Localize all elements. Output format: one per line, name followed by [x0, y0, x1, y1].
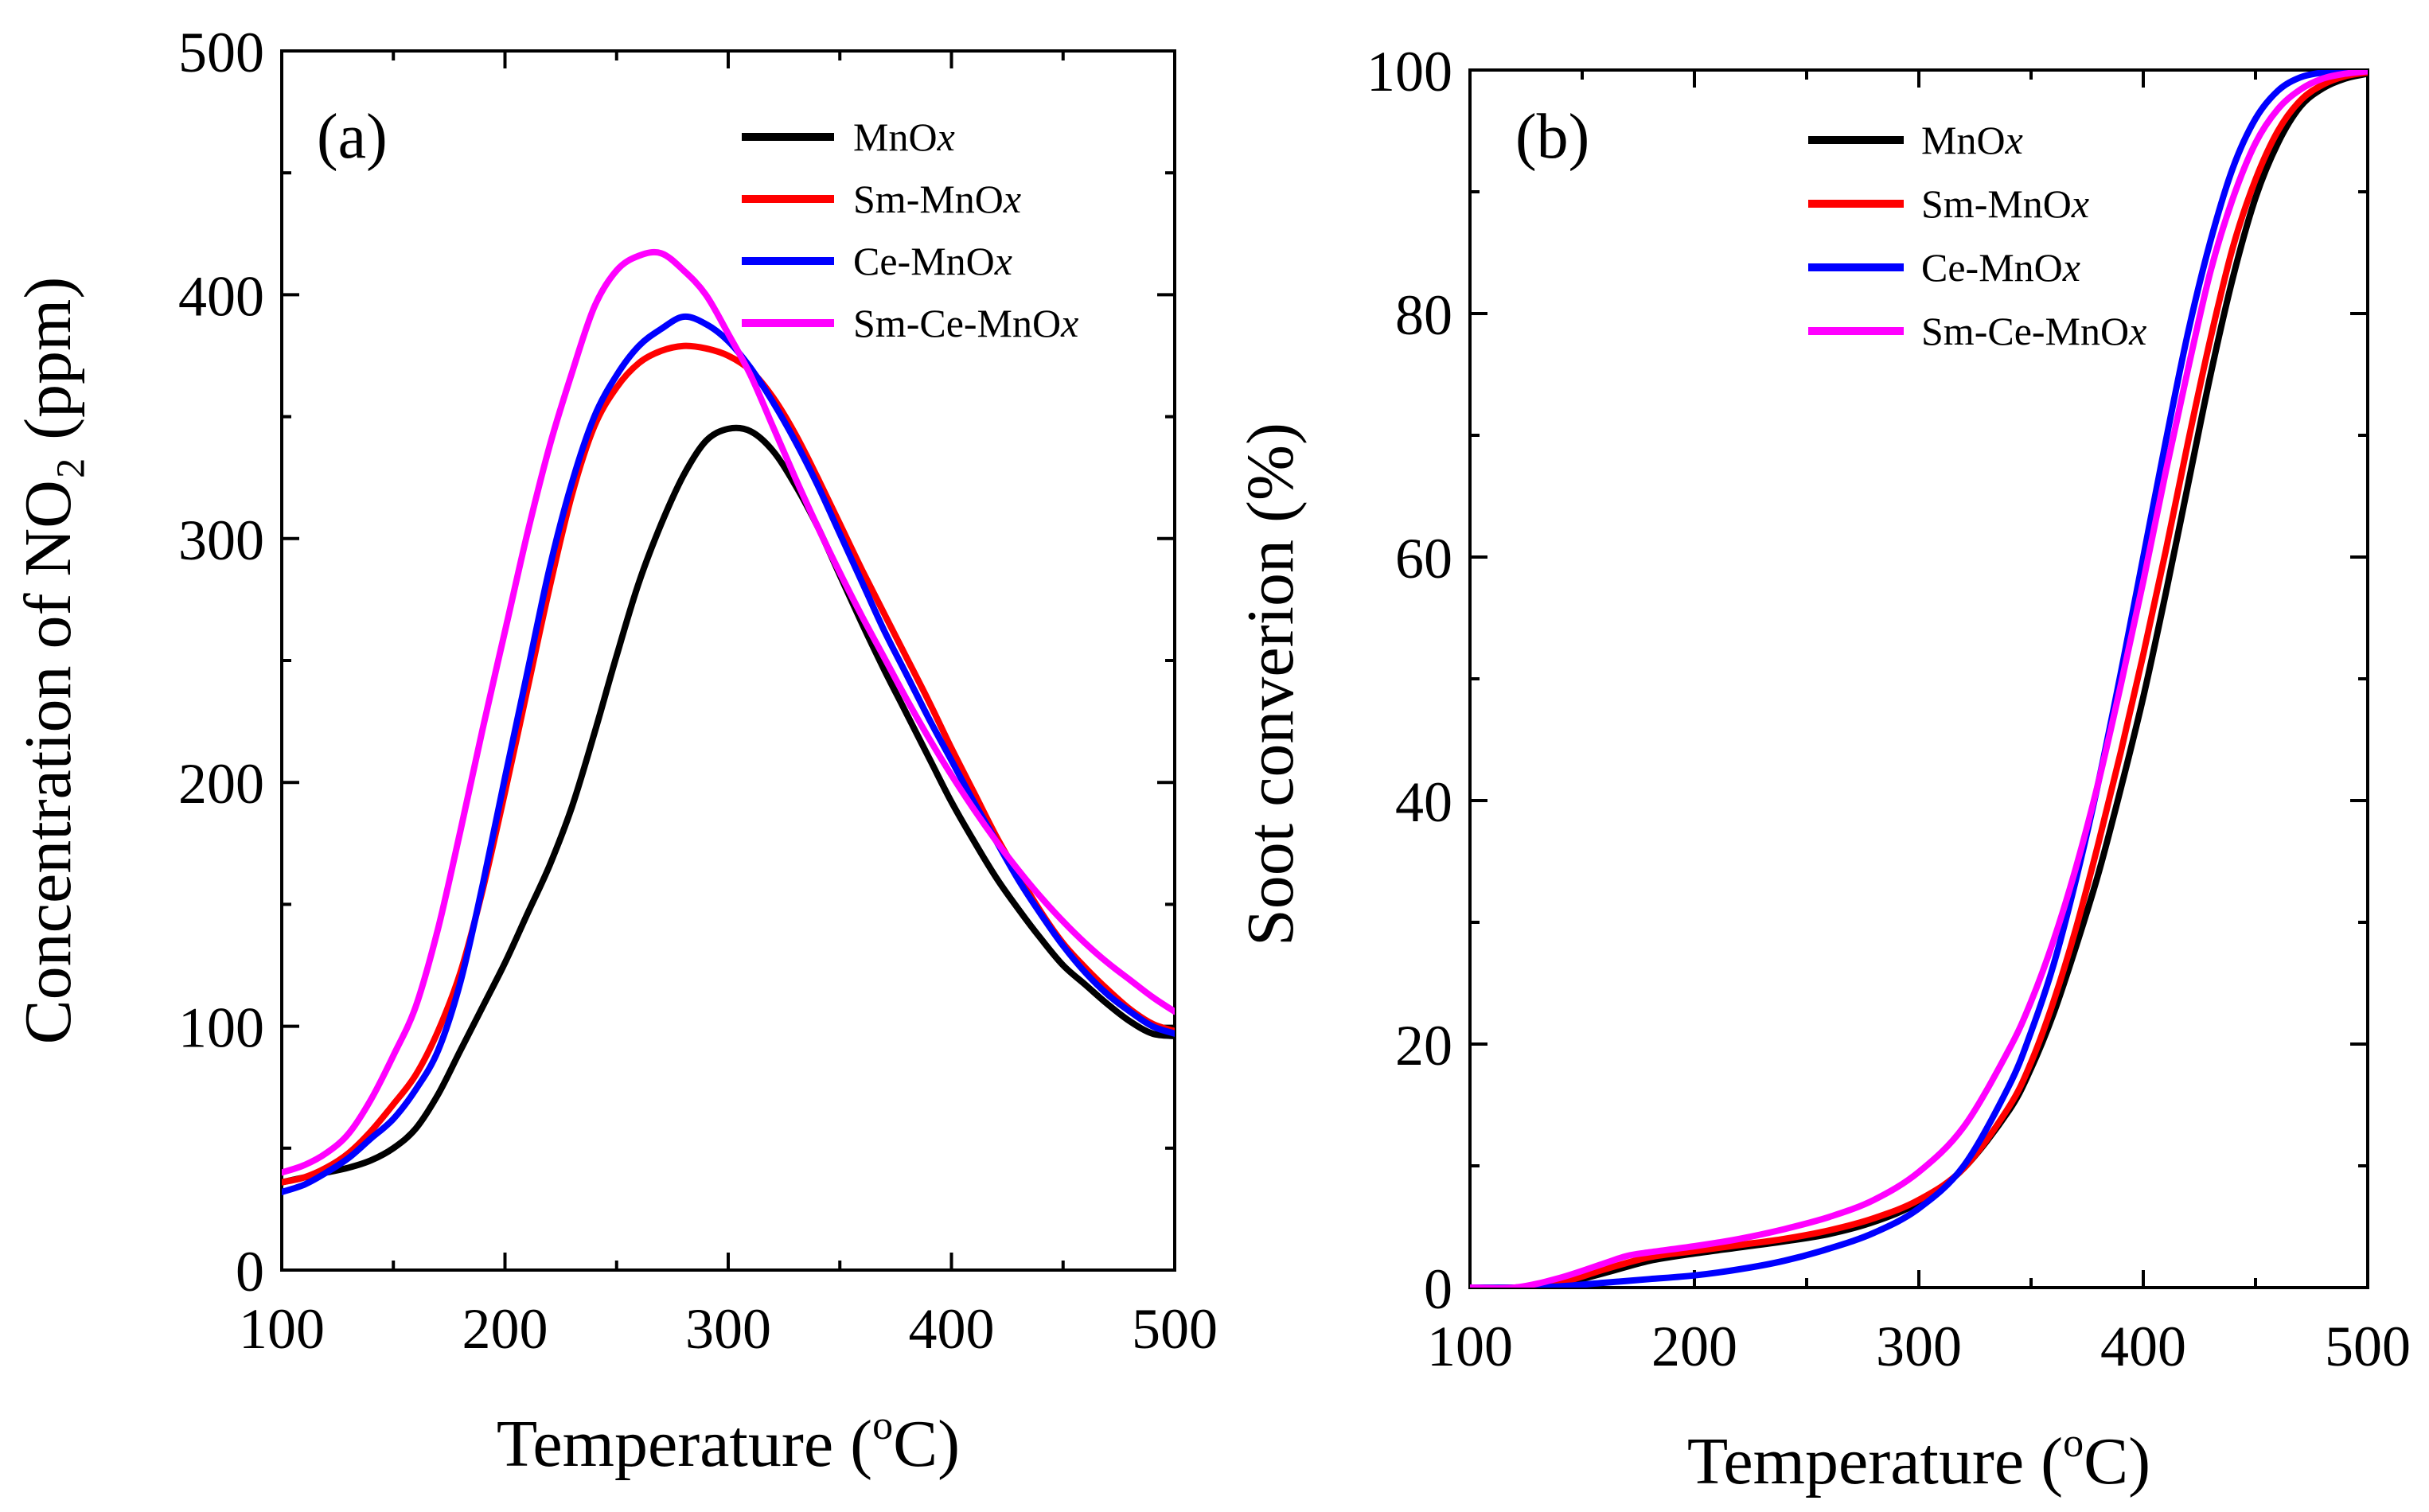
chart-panel-a: 100 200 300 400 5000100200300400500Temperatu… [11, 21, 1218, 1481]
x-tick-label: 400 [2100, 1315, 2186, 1378]
x-tick-label: 400 [909, 1297, 995, 1361]
x-axis-title-main: Temperature ( [497, 1407, 872, 1481]
y-tick-label: 20 [1395, 1014, 1452, 1077]
x-axis-title-superscript: o [872, 1403, 893, 1448]
legend-label-italic: x [1060, 301, 1078, 345]
x-tick-label: 200 [1651, 1315, 1737, 1378]
legend-label: Sm-Ce-MnOx [853, 301, 1078, 345]
legend-label-italic: x [994, 239, 1012, 283]
legend-label-italic: x [2071, 181, 2089, 226]
legend-label-main: Ce-MnO [853, 239, 995, 283]
legend-label-italic: x [2128, 309, 2146, 353]
y-tick-label: 40 [1395, 770, 1452, 834]
series-line-sm-ce-mnox [282, 248, 1175, 1176]
x-axis-title-end: C) [893, 1407, 960, 1481]
y-tick-label: 500 [178, 21, 264, 84]
legend-label: MnOx [853, 115, 955, 159]
y-tick-label: 200 [178, 752, 264, 816]
x-tick-label: 300 [685, 1297, 771, 1361]
series-line-sm-mnox [1470, 70, 2368, 1288]
x-tick-label: 100 [1427, 1315, 1513, 1378]
legend-label-main: Ce-MnO [1921, 245, 2063, 290]
legend-label-main: MnO [853, 115, 938, 159]
series-line-ce-mnox [1470, 70, 2368, 1288]
y-tick-label: 80 [1395, 283, 1452, 347]
y-axis-title: Soot converion (%) [1234, 423, 1308, 946]
x-tick-label: 100 [239, 1297, 325, 1361]
x-tick-label: 200 [462, 1297, 548, 1361]
panel-label: (a) [317, 102, 388, 172]
legend-label: MnOx [1921, 118, 2023, 162]
y-tick-label: 100 [1367, 40, 1452, 103]
legend-label: Ce-MnOx [1921, 245, 2080, 290]
x-tick-label: 300 [1876, 1315, 1962, 1378]
panel-label: (b) [1515, 102, 1589, 172]
y-tick-label: 300 [178, 509, 264, 572]
y-tick-label: 0 [236, 1240, 264, 1304]
legend-label: Sm-Ce-MnOx [1921, 309, 2146, 353]
y-tick-label: 100 [178, 996, 264, 1060]
y-tick-label: 400 [178, 264, 264, 328]
chart-panel-b: 100 200 300 400 500 0 20 40 60 80 100 Temperature (… [1234, 40, 2411, 1498]
x-axis-title: Temperature (oC) [497, 1403, 960, 1481]
x-axis-title: Temperature (oC) [1687, 1420, 2150, 1498]
series-line-mnox [282, 424, 1175, 1186]
y-tick-label: 0 [1424, 1257, 1452, 1321]
series-line-ce-mnox [282, 313, 1175, 1195]
legend-label-main: Sm-MnO [1921, 181, 2072, 226]
y-tick-label: 60 [1395, 527, 1452, 590]
y-axis-title: Concentration of NO₂ (ppm) [11, 277, 85, 1045]
x-axis-title-superscript: o [2063, 1420, 2084, 1466]
legend-label-main: Sm-MnO [853, 177, 1004, 221]
legend-label-main: Sm-Ce-MnO [853, 301, 1061, 345]
x-axis-title-end: C) [2084, 1424, 2150, 1498]
x-axis-title-main: Temperature ( [1687, 1424, 2063, 1498]
series-line-sm-ce-mnox [1470, 70, 2368, 1288]
legend-label: Ce-MnOx [853, 239, 1012, 283]
legend-label-italic: x [1003, 177, 1021, 221]
legend-label-italic: x [937, 115, 955, 159]
legend-label-italic: x [2062, 245, 2080, 290]
x-tick-label: 500 [2325, 1315, 2411, 1378]
x-tick-label: 500 [1132, 1297, 1218, 1361]
series-line-sm-mnox [282, 342, 1175, 1186]
legend-label-italic: x [2005, 118, 2023, 162]
legend-label: Sm-MnOx [853, 177, 1021, 221]
legend-label: Sm-MnOx [1921, 181, 2089, 226]
legend-label-main: Sm-Ce-MnO [1921, 309, 2129, 353]
legend-label-main: MnO [1921, 118, 2006, 162]
